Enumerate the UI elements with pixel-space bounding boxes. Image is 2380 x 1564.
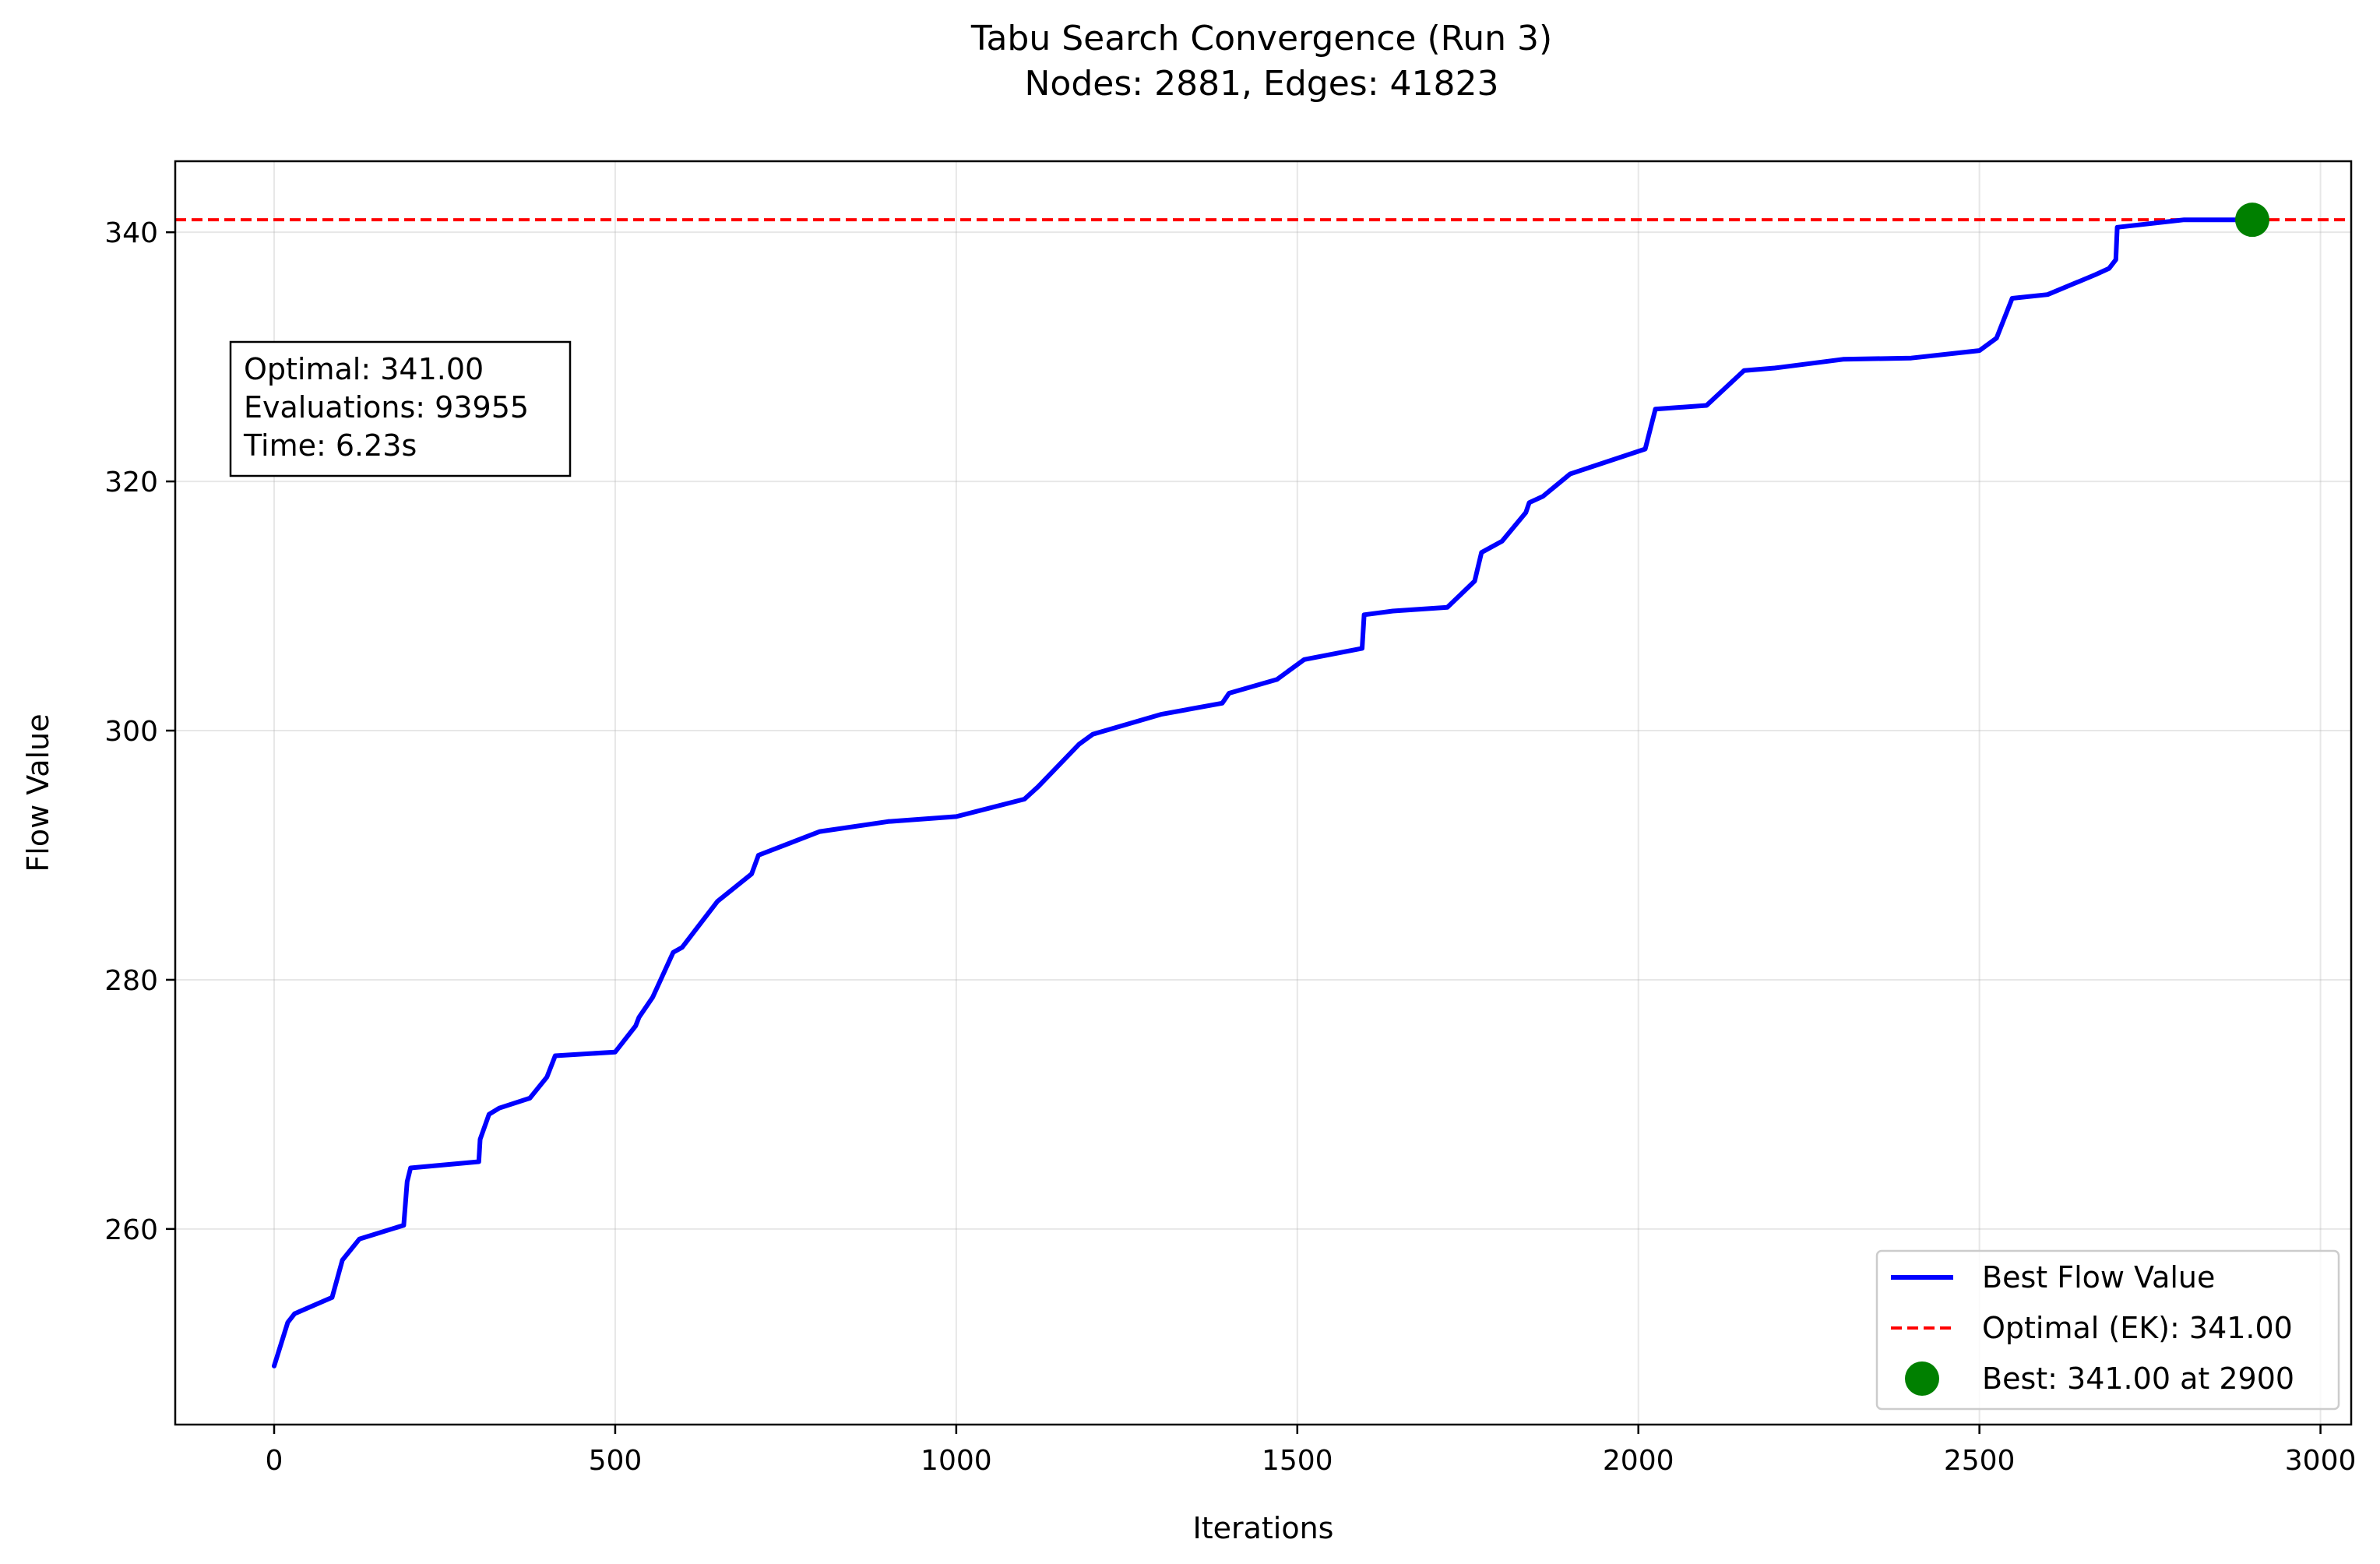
legend-label-best-marker: Best: 341.00 at 2900 bbox=[1982, 1361, 2294, 1396]
grid bbox=[175, 161, 2351, 1425]
y-tick-label: 280 bbox=[104, 965, 158, 997]
series-lines bbox=[272, 217, 2255, 1368]
x-tick-label: 0 bbox=[266, 1445, 283, 1477]
plot-frame bbox=[174, 160, 2353, 1426]
legend-label-optimal: Optimal (EK): 341.00 bbox=[1982, 1311, 2293, 1345]
y-tick-label: 300 bbox=[104, 716, 158, 748]
x-tick-label: 2000 bbox=[1603, 1445, 1674, 1477]
chart-title: Tabu Search Convergence (Run 3) bbox=[970, 19, 1552, 58]
x-axis-ticks: 0 500 1000 1500 2000 2500 3000 bbox=[266, 1425, 2357, 1477]
info-evaluations: Evaluations: 93955 bbox=[244, 390, 529, 424]
x-axis-label: Iterations bbox=[1193, 1511, 1334, 1545]
legend-label-best-flow: Best Flow Value bbox=[1982, 1260, 2215, 1295]
chart-subtitle: Nodes: 2881, Edges: 41823 bbox=[1025, 64, 1499, 104]
x-tick-label: 3000 bbox=[2285, 1445, 2357, 1477]
y-tick-label: 260 bbox=[104, 1214, 158, 1246]
best-flow-line bbox=[272, 217, 2255, 1368]
info-annotation-box bbox=[229, 340, 572, 477]
x-tick-label: 2500 bbox=[1944, 1445, 2016, 1477]
legend: Best Flow Value Optimal (EK): 341.00 Bes… bbox=[1875, 1249, 2340, 1411]
x-tick-label: 500 bbox=[589, 1445, 643, 1477]
x-tick-label: 1500 bbox=[1262, 1445, 1333, 1477]
x-tick-label: 1000 bbox=[921, 1445, 992, 1477]
info-annotation: Optimal: 341.00 Evaluations: 93955 Time:… bbox=[229, 340, 572, 477]
info-time: Time: 6.23s bbox=[243, 428, 417, 463]
y-tick-label: 320 bbox=[104, 467, 158, 498]
markers bbox=[2235, 203, 2269, 238]
y-axis-label: Flow Value bbox=[21, 713, 55, 872]
legend-box bbox=[1875, 1249, 2340, 1411]
best-point-marker bbox=[2235, 203, 2269, 238]
y-tick-label: 340 bbox=[104, 217, 158, 249]
legend-swatch-best-marker bbox=[1905, 1361, 1939, 1396]
y-axis-ticks: 260 280 300 320 340 bbox=[104, 217, 175, 1246]
info-optimal: Optimal: 341.00 bbox=[244, 352, 484, 386]
